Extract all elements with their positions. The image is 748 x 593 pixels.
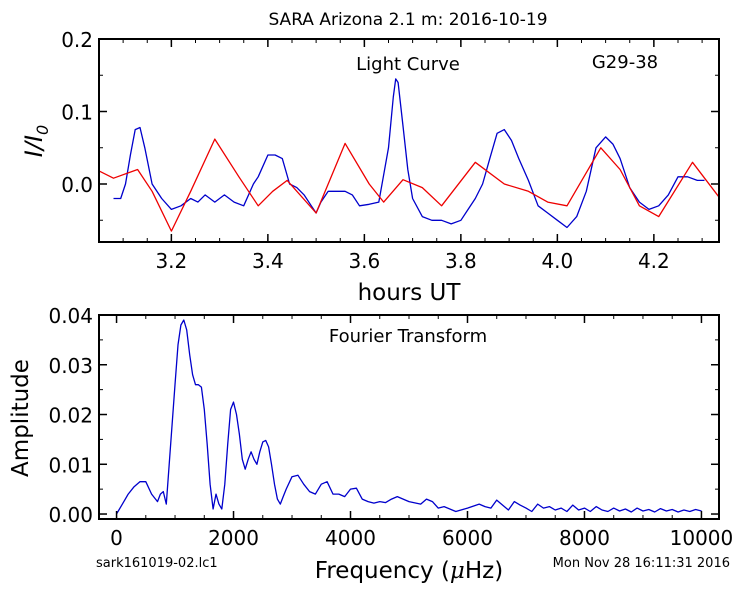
fourier-series-group — [115, 319, 702, 515]
light-curve-ticks: 3.2 3.4 3.6 3.8 4.0 4.2 0.0 0.1 0.2 — [61, 28, 719, 273]
figure-title: SARA Arizona 2.1 m: 2016-10-19 — [268, 10, 547, 30]
fourier-x-tick-label: 0 — [110, 526, 123, 550]
light-curve-series-line-0 — [113, 78, 705, 229]
light-curve-axes-frame — [98, 38, 720, 243]
fourier-x-tick-label: 6000 — [442, 526, 493, 550]
light-curve-x-tick-label: 3.8 — [445, 249, 477, 273]
fourier-y-tick-label: 0.03 — [48, 354, 93, 378]
x-label-end: Hz) — [465, 558, 503, 584]
fourier-x-tick-label: 2000 — [208, 526, 259, 550]
x-label-mu: μ — [450, 558, 465, 584]
light-curve-panel: 3.2 3.4 3.6 3.8 4.0 4.20.00.10.2 Light Curve … — [20, 28, 720, 306]
light-curve-y-tick-label: 0.2 — [61, 28, 93, 52]
light-curve-x-tick-label: 3.2 — [155, 249, 187, 273]
fourier-ticks: 0 2000 4000 6000 8000 10000 0.00 0.01 0.02 0.03 0.… — [48, 304, 733, 550]
light-curve-y-tick-label: 0.0 — [61, 173, 93, 197]
light-curve-x-tick-label: 4.2 — [638, 249, 670, 273]
light-curve-y-tick-label: 0.1 — [61, 101, 93, 125]
fourier-y-tick-label: 0.01 — [48, 453, 93, 477]
fourier-y-label: Amplitude — [8, 359, 34, 477]
fourier-y-tick-label: 0.04 — [48, 304, 93, 328]
fourier-label: Fourier Transform — [329, 326, 487, 347]
light-curve-x-tick-label: 4.0 — [541, 249, 573, 273]
light-curve-x-label: hours UT — [358, 280, 462, 306]
fourier-y-tick-label: 0.00 — [48, 503, 93, 527]
fourier-series-line-0 — [115, 319, 702, 515]
filename-footer: sark161019-02.lc1 — [96, 556, 218, 571]
timestamp-footer: Mon Nov 28 16:11:31 2016 — [553, 556, 730, 571]
fourier-x-label: Frequency (μHz) — [315, 558, 503, 584]
target-name-annotation: G29-38 — [592, 52, 658, 73]
fourier-transform-panel: 0 2000 4000 6000 8000 10000 0.00 0.01 0.02 0.03 0.… — [8, 304, 733, 584]
x-label-main: Frequency ( — [315, 558, 450, 584]
light-curve-x-tick-label: 3.6 — [348, 249, 380, 273]
fourier-x-tick-label: 10000 — [670, 526, 734, 550]
light-curve-label: Light Curve — [356, 54, 460, 75]
fourier-x-tick-label: 4000 — [325, 526, 376, 550]
y-label-subscript: 0 — [33, 125, 52, 135]
light-curve-series-line-1 — [99, 138, 719, 232]
light-curve-y-label: I/I0 — [20, 125, 52, 157]
light-curve-series-group — [99, 78, 719, 232]
fourier-x-tick-label: 8000 — [559, 526, 610, 550]
fourier-y-tick-label: 0.02 — [48, 404, 93, 428]
y-label-main: I/I — [20, 135, 48, 157]
light-curve-x-tick-label: 3.4 — [252, 249, 284, 273]
